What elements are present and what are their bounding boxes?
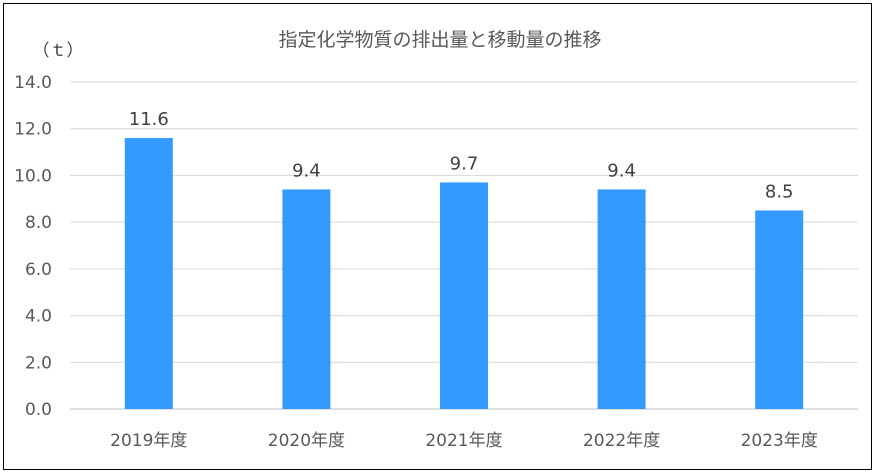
x-tick-label: 2021年度 <box>425 431 502 451</box>
x-tick-label: 2022年度 <box>583 431 660 451</box>
y-tick-label: 8.0 <box>25 213 52 233</box>
y-tick-label: 14.0 <box>14 73 52 93</box>
y-tick-label: 6.0 <box>25 260 52 280</box>
y-tick-label: 2.0 <box>25 353 52 373</box>
bar <box>124 138 173 410</box>
y-tick-label: 10.0 <box>14 166 52 186</box>
data-label: 9.4 <box>292 160 321 181</box>
data-label: 11.6 <box>129 109 169 130</box>
bar <box>597 189 646 409</box>
data-label: 9.7 <box>450 153 479 174</box>
data-label: 8.5 <box>765 181 794 202</box>
bar <box>440 182 488 409</box>
bar <box>755 210 804 409</box>
x-axis-ticks: 2019年度 2020年度 2021年度 2022年度 2023年度 <box>110 431 818 451</box>
y-tick-label: 12.0 <box>14 120 52 140</box>
y-tick-label: 0.0 <box>25 400 52 420</box>
x-tick-label: 2023年度 <box>741 431 818 451</box>
y-tick-label: 4.0 <box>25 307 52 327</box>
x-tick-label: 2020年度 <box>268 431 345 451</box>
chart-title: 指定化学物質の排出量と移動量の推移 <box>278 29 601 51</box>
data-labels: 11.6 9.4 9.7 9.4 8.5 <box>129 109 794 202</box>
data-label: 9.4 <box>607 160 636 181</box>
bars <box>124 138 804 410</box>
x-tick-label: 2019年度 <box>110 431 187 451</box>
y-axis-unit-label: （ｔ） <box>33 41 84 61</box>
y-axis-ticks: 0.0 2.0 4.0 6.0 8.0 10.0 12.0 14.0 <box>14 73 52 420</box>
bar <box>282 189 331 409</box>
